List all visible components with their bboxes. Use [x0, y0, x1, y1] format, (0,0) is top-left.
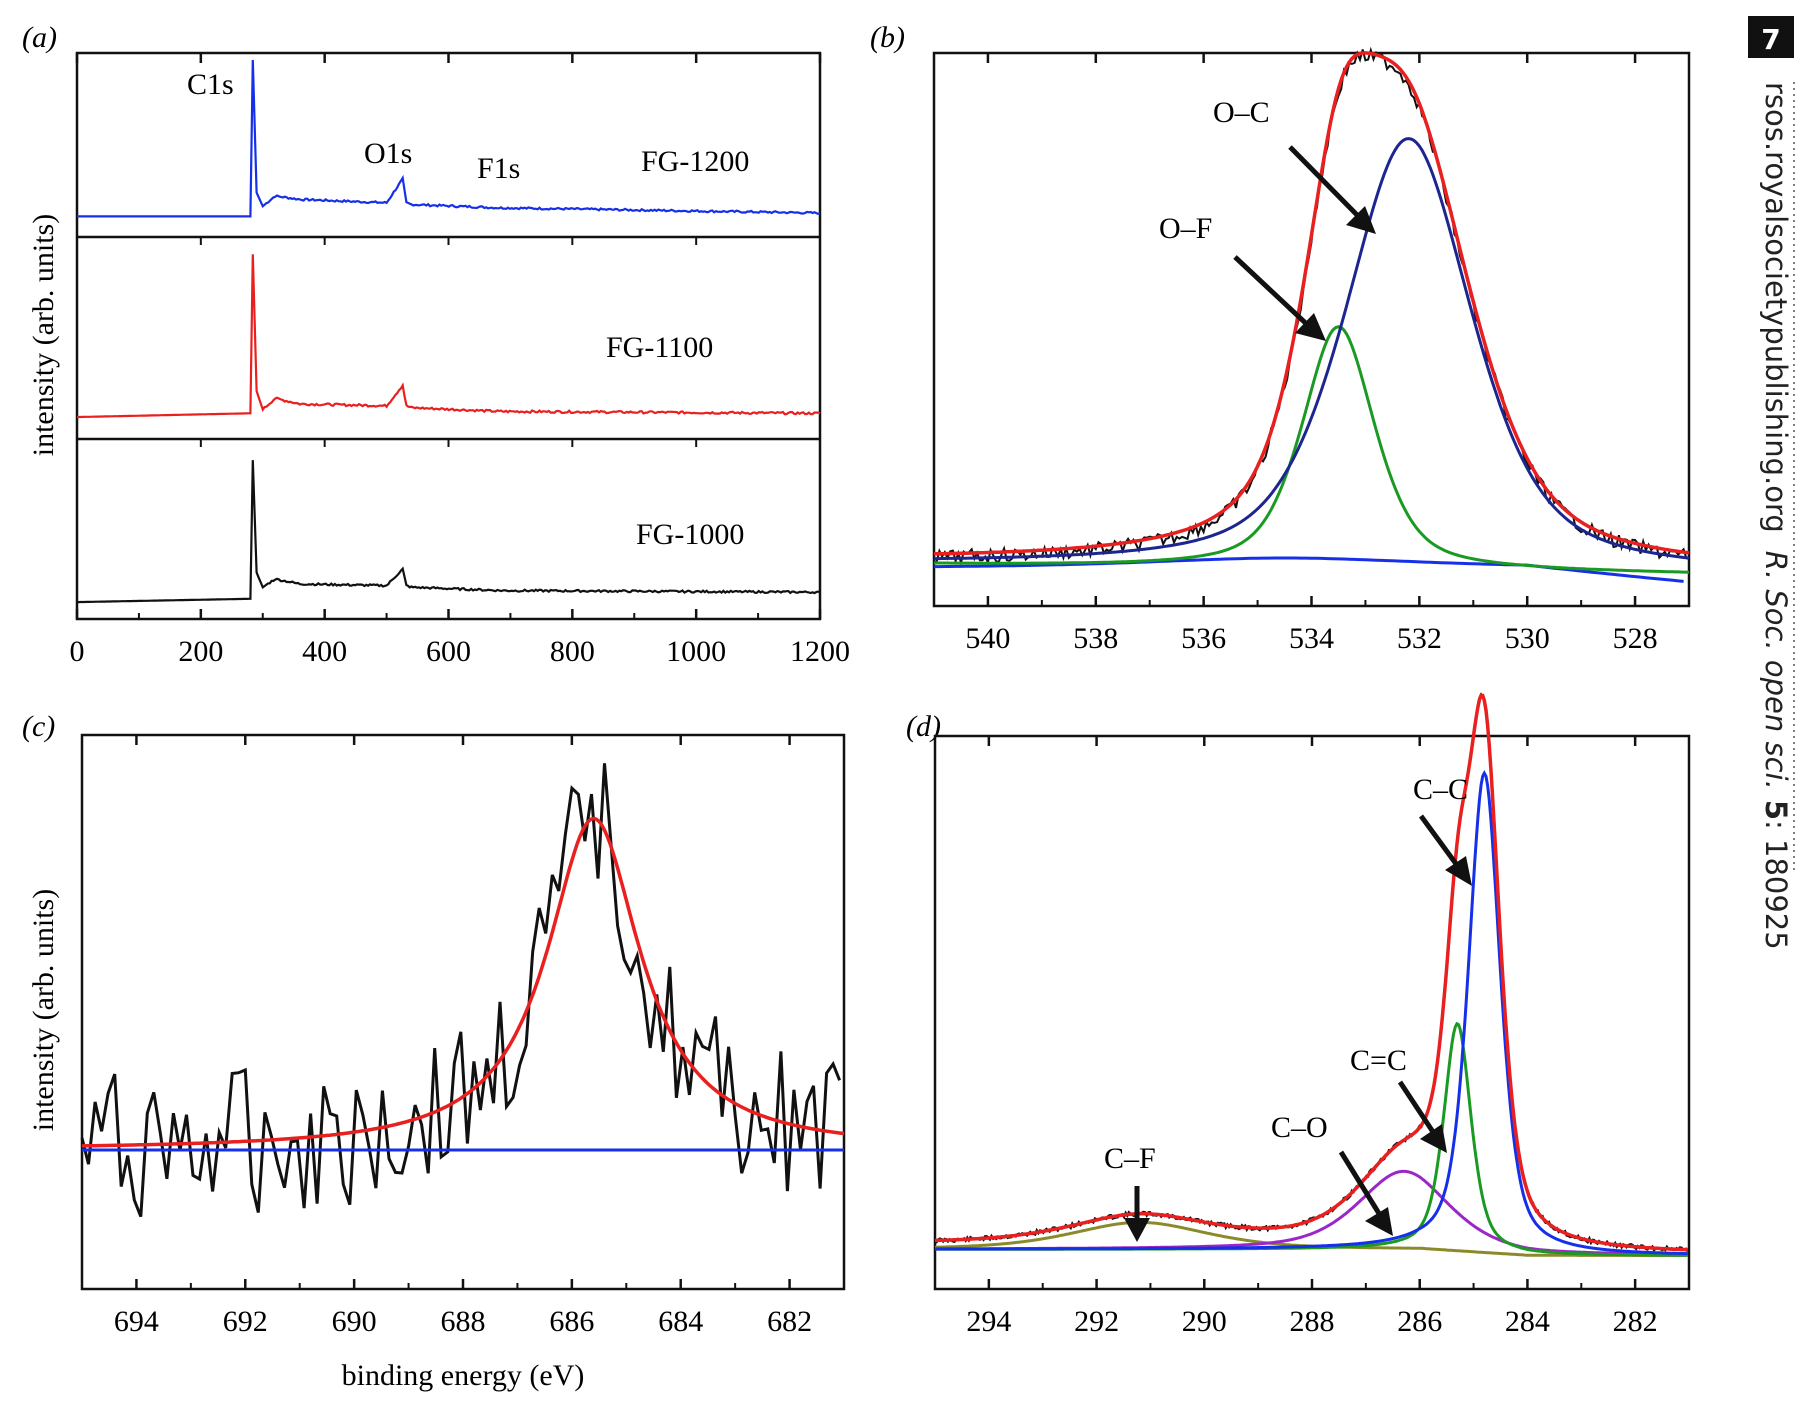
panel-d-xticks: 294 292 290 288 286 284 282 — [966, 736, 1658, 1338]
panel-d-frame — [933, 734, 1691, 1291]
panel-c-frame — [80, 733, 846, 1291]
arrow-o-c — [1288, 145, 1376, 234]
arrow-c-f — [1124, 1186, 1150, 1242]
arrow-c-eq-c — [1397, 1080, 1447, 1153]
panel-b-series — [933, 46, 1690, 583]
spectrum-fg-1200 — [77, 59, 821, 218]
o-f-component — [934, 325, 1690, 574]
peak-label-o1s: O1s — [364, 137, 412, 170]
c1s-envelope-fit — [934, 693, 1688, 1252]
panel-a-xticks: 0 200 400 600 800 1000 1200 — [70, 53, 850, 668]
panel-a-ylabel: intensity (arb. units) — [27, 214, 60, 456]
panel-d-tick-label: 294 — [966, 1305, 1011, 1338]
panel-d-tick-label: 288 — [1290, 1305, 1335, 1338]
series-label-fg1000: FG-1000 — [636, 518, 744, 551]
series-label-fg1100: FG-1100 — [606, 331, 713, 364]
panel-d-tick-label: 282 — [1613, 1305, 1658, 1338]
o-c-component — [934, 137, 1690, 561]
panel-c-series — [80, 763, 845, 1218]
panel-b-label: (b) — [870, 21, 905, 54]
panel-d-tick-label: 290 — [1182, 1305, 1227, 1338]
panel-c: (c) 694 692 690 688 686 684 682 binding energy… — [22, 710, 846, 1392]
panel-b-tick-label: 530 — [1505, 622, 1550, 655]
journal-url: rsos.royalsocietypublishing.org — [1759, 82, 1793, 533]
citation-journal: R. Soc. open sci. — [1759, 551, 1793, 790]
panel-b: (b) 540 538 536 534 532 530 528 O–C O–F — [870, 21, 1691, 655]
panel-c-xticks: 694 692 690 688 686 684 682 — [114, 735, 812, 1338]
panel-c-tick-label: 694 — [114, 1305, 159, 1338]
panel-b-tick-label: 532 — [1397, 622, 1442, 655]
peak-label-f1s: F1s — [477, 152, 520, 185]
panel-a-label: (a) — [22, 21, 57, 54]
spectrum-fg-1100 — [77, 254, 821, 419]
panel-c-tick-label: 684 — [658, 1305, 703, 1338]
page-number: 7 — [1761, 23, 1780, 56]
panel-b-tick-label: 528 — [1613, 622, 1658, 655]
journal-sidebar: 7 rsos.royalsocietypublishing.org R. Soc.… — [1748, 16, 1795, 950]
panel-d-tick-label: 286 — [1397, 1305, 1442, 1338]
panel-c-tick-label: 690 — [332, 1305, 377, 1338]
panel-a-tick-label: 1000 — [666, 635, 726, 668]
panel-c-tick-label: 682 — [767, 1305, 812, 1338]
panel-a-tick-label: 600 — [426, 635, 471, 668]
c-o-component — [935, 1169, 1688, 1256]
panel-c-xlabel: binding energy (eV) — [342, 1359, 585, 1392]
f1s-raw-spectrum — [80, 763, 841, 1218]
peak-label-c1s: C1s — [187, 68, 234, 101]
panel-d-tick-label: 284 — [1505, 1305, 1550, 1338]
panel-b-xticks: 540 538 536 534 532 530 528 — [965, 53, 1658, 655]
panel-b-tick-label: 534 — [1289, 622, 1334, 655]
arrow-c-o — [1338, 1150, 1393, 1236]
spectrum-fg-1000 — [77, 460, 821, 604]
panel-a-tick-label: 0 — [70, 635, 85, 668]
arrow-o-f — [1233, 255, 1326, 341]
annotation-c-f: C–F — [1104, 1142, 1156, 1175]
citation-article: : 180925 — [1759, 820, 1793, 950]
panel-c-tick-label: 692 — [223, 1305, 268, 1338]
annotation-o-f: O–F — [1159, 212, 1212, 245]
citation-volume: 5 — [1759, 800, 1793, 820]
journal-citation: rsos.royalsocietypublishing.org R. Soc. o… — [1759, 82, 1793, 950]
raw-spectrum — [933, 46, 1690, 567]
panel-c-label: (c) — [22, 710, 55, 743]
panel-a-series — [77, 59, 821, 604]
panel-b-tick-label: 540 — [965, 622, 1010, 655]
arrow-c-c — [1418, 814, 1472, 886]
envelope-fit — [933, 51, 1690, 556]
panel-a-tick-label: 800 — [550, 635, 595, 668]
annotation-o-c: O–C — [1213, 96, 1270, 129]
panel-a: (a) 0 200 400 600 800 1000 1200 C1s O1s F1s FG… — [22, 21, 850, 668]
annotation-c-eq-c: C=C — [1350, 1044, 1407, 1077]
annotation-c-c: C–C — [1413, 773, 1468, 806]
c1s-raw-spectrum — [934, 692, 1689, 1253]
panel-d-tick-label: 292 — [1074, 1305, 1119, 1338]
panel-b-tick-label: 538 — [1073, 622, 1118, 655]
panel-c-tick-label: 686 — [549, 1305, 594, 1338]
panel-b-tick-label: 536 — [1181, 622, 1226, 655]
panel-a-tick-label: 1200 — [790, 635, 850, 668]
series-label-fg1200: FG-1200 — [641, 145, 749, 178]
panel-c-ylabel: intensity (arb. units) — [27, 889, 60, 1131]
panel-a-tick-label: 200 — [178, 635, 223, 668]
panel-d-series — [934, 692, 1689, 1257]
f1s-fit — [82, 816, 845, 1148]
panel-c-tick-label: 688 — [441, 1305, 486, 1338]
panel-d: (d) 294 292 290 288 286 284 282 C–C C=C C–O C–… — [906, 692, 1691, 1338]
c-c-component — [935, 770, 1688, 1256]
panel-a-tick-label: 400 — [302, 635, 347, 668]
page-number-box — [1748, 16, 1794, 58]
annotation-c-o: C–O — [1271, 1111, 1328, 1144]
